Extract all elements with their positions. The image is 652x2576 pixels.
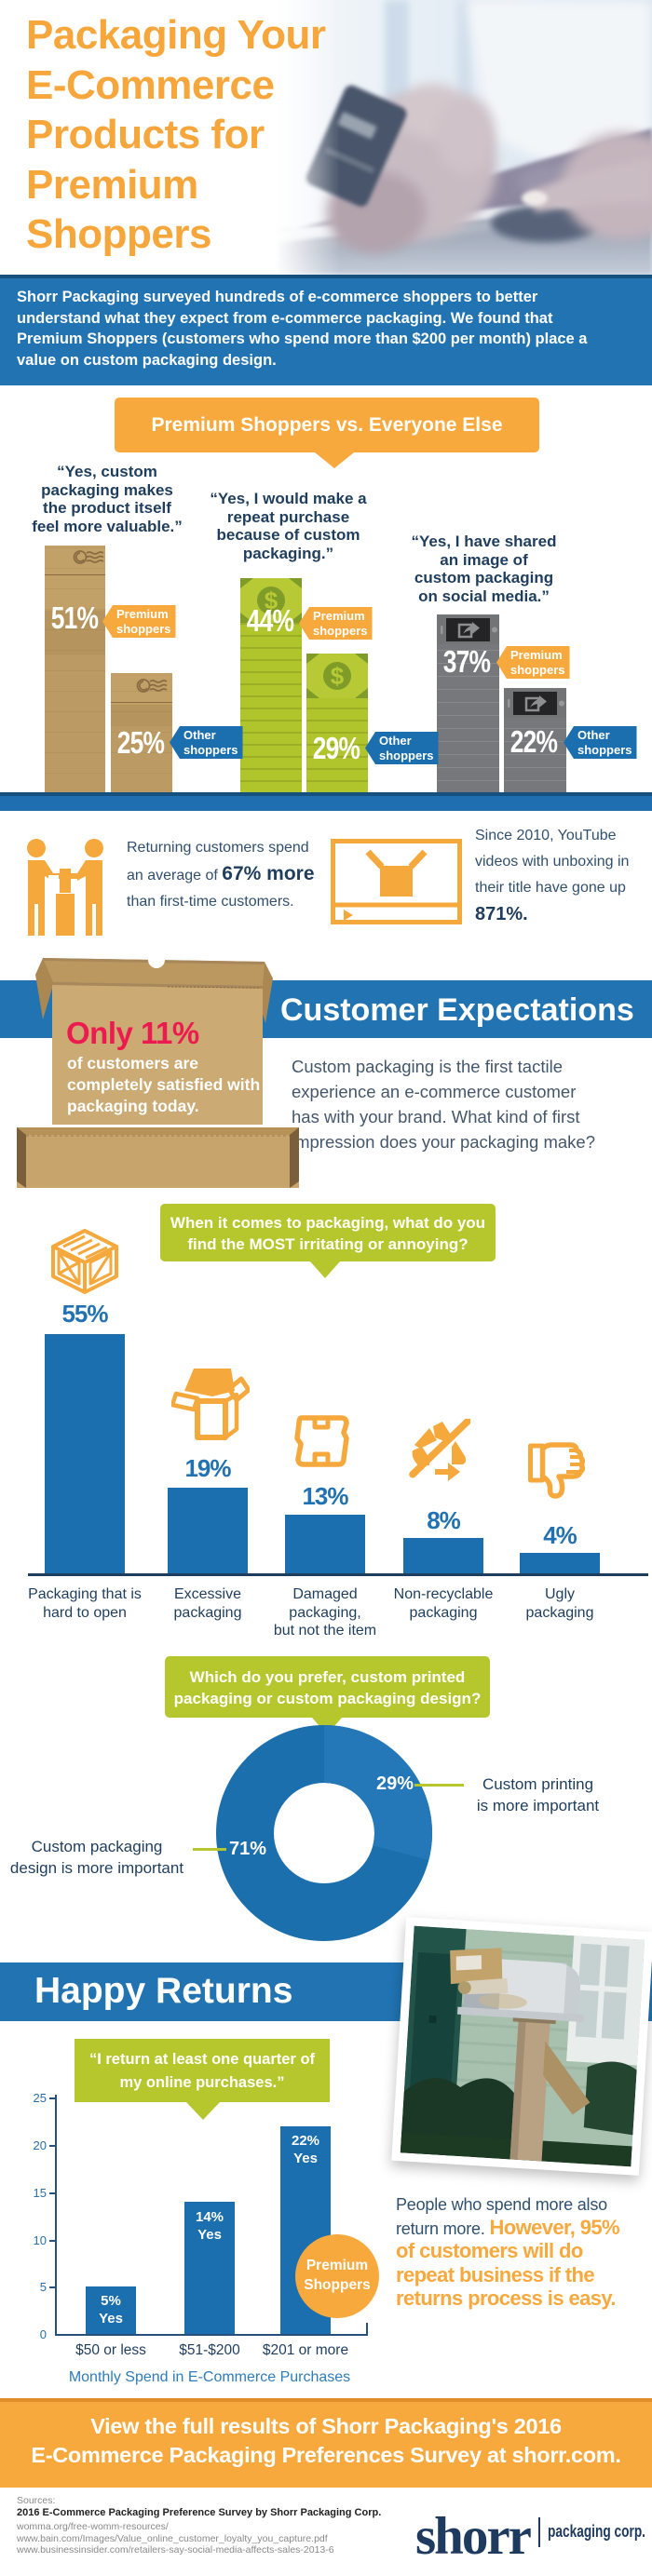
svg-text:$: $ [331, 662, 345, 690]
svg-text:$: $ [265, 587, 278, 614]
